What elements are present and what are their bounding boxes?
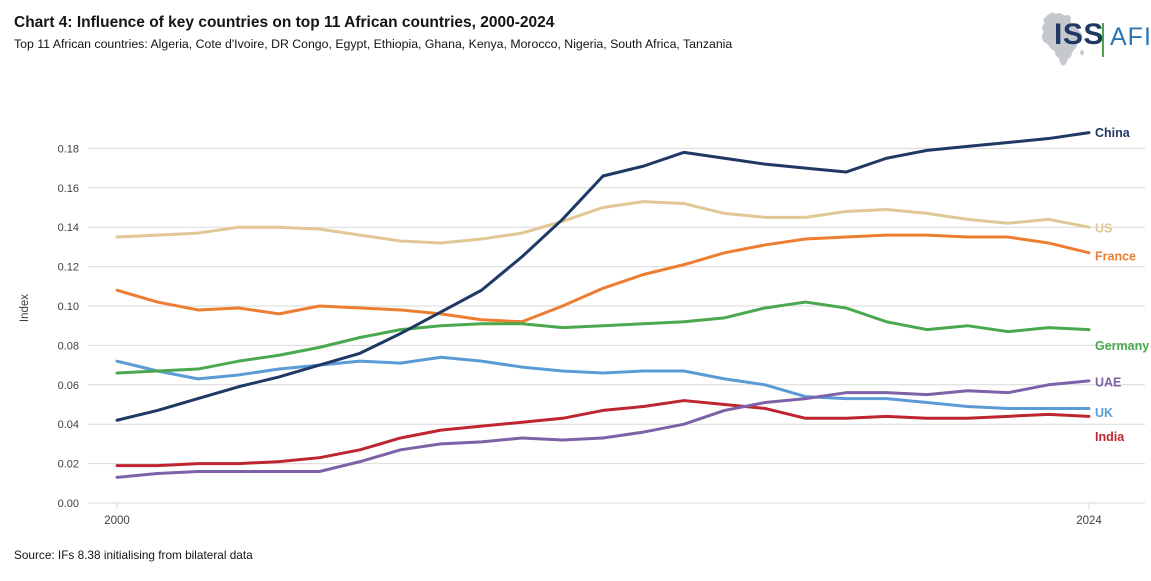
chart-title: Chart 4: Influence of key countries on t… — [14, 14, 555, 31]
logo-divider — [1102, 23, 1104, 57]
y-tick-label: 0.18 — [58, 143, 79, 155]
series-label-germany: Germany — [1095, 339, 1149, 353]
chart-subtitle: Top 11 African countries: Algeria, Cote … — [14, 37, 733, 51]
series-label-france: France — [1095, 249, 1136, 263]
series-line-germany — [115, 300, 1091, 375]
series-label-india: India — [1095, 430, 1125, 444]
series-label-china: China — [1095, 126, 1131, 140]
iss-afi-logo: ISS AFI — [1033, 6, 1151, 72]
y-tick-label: 0.14 — [58, 222, 79, 234]
source-note: Source: IFs 8.38 initialising from bilat… — [14, 548, 253, 562]
series-label-uk: UK — [1095, 406, 1113, 420]
series-line-uae — [115, 379, 1091, 479]
africa-map-icon — [1041, 12, 1085, 66]
x-tick-label: 2024 — [1076, 515, 1102, 527]
logo-text-iss: ISS — [1054, 18, 1104, 51]
y-tick-label: 0.12 — [58, 262, 79, 274]
y-tick-label: 0.04 — [58, 419, 79, 431]
y-tick-label: 0.10 — [58, 301, 79, 313]
series-line-india — [115, 399, 1091, 468]
y-axis-title: Index — [19, 294, 31, 322]
logo-text-afi: AFI — [1110, 23, 1151, 51]
y-tick-label: 0.06 — [58, 380, 79, 392]
series-line-china — [115, 131, 1091, 422]
y-tick-label: 0.16 — [58, 183, 79, 195]
y-tick-label: 0.02 — [58, 459, 79, 471]
series-line-france — [115, 233, 1091, 324]
series-label-uae: UAE — [1095, 375, 1121, 389]
y-tick-label: 0.00 — [58, 498, 79, 510]
series-label-us: US — [1095, 222, 1112, 236]
series-line-us — [115, 200, 1091, 245]
y-tick-label: 0.08 — [58, 340, 79, 352]
series-line-uk — [115, 355, 1091, 410]
x-tick-label: 2000 — [104, 515, 130, 527]
